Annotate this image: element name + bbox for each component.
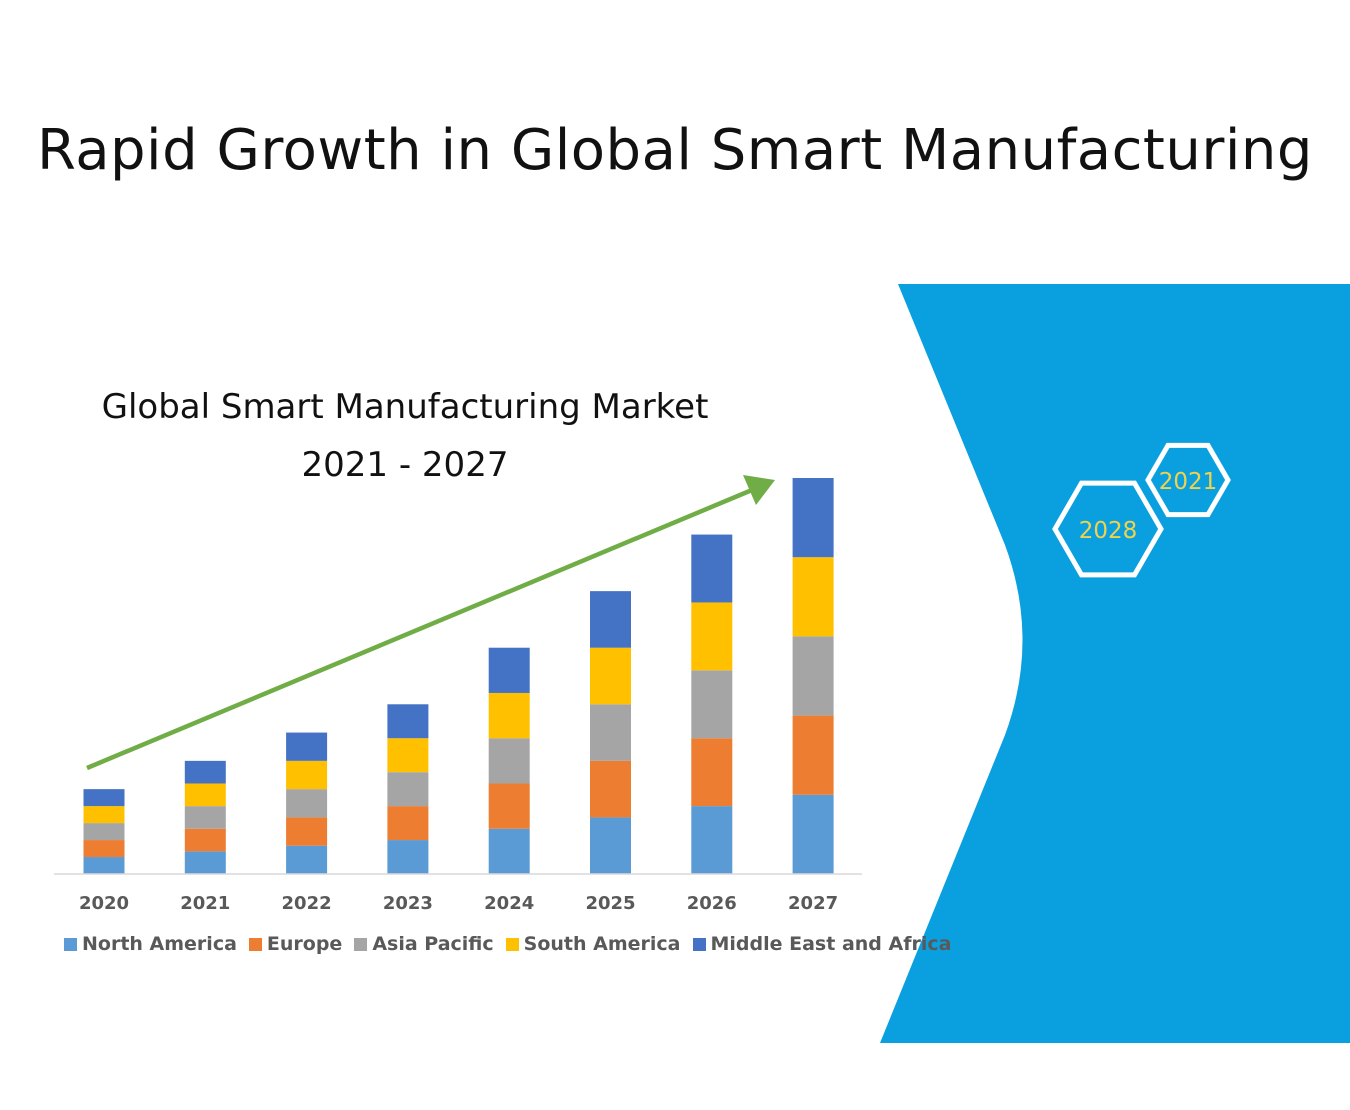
bar-segment-middle-east-and-africa-2021 (184, 760, 226, 784)
bar-segment-europe-2024 (488, 783, 530, 829)
hexagon-badge-2021 (1145, 442, 1231, 518)
legend-item: North America (64, 933, 237, 955)
hexagon-label: 2028 (1079, 518, 1138, 544)
bar-segment-europe-2025 (590, 760, 631, 818)
x-tick-label: 2026 (687, 893, 737, 914)
bar-segment-middle-east-and-africa-2025 (590, 591, 631, 648)
legend-label: Middle East and Africa (710, 933, 952, 955)
page-title: Rapid Growth in Global Smart Manufacturi… (37, 118, 1313, 183)
legend-swatch (64, 937, 77, 951)
chart-title-block: Global Smart Manufacturing Market 2021 -… (60, 378, 750, 494)
bar-segment-south-america-2024 (488, 692, 530, 739)
legend-label: Asia Pacific (372, 933, 494, 955)
legend-swatch (692, 937, 706, 951)
bar-segment-europe-2027 (792, 715, 834, 795)
bar-segment-north-america-2025 (590, 817, 631, 874)
bar-segment-middle-east-and-africa-2026 (691, 534, 733, 603)
bar-segment-middle-east-and-africa-2023 (387, 704, 429, 739)
bar-segment-asia-pacific-2025 (590, 704, 631, 761)
bar-segment-south-america-2020 (83, 806, 125, 824)
bar-segment-middle-east-and-africa-2024 (488, 647, 530, 693)
bar-segment-south-america-2023 (387, 738, 429, 773)
bar-segment-asia-pacific-2024 (488, 738, 530, 784)
bar-segment-asia-pacific-2027 (792, 636, 834, 716)
bar-segment-north-america-2024 (488, 828, 530, 874)
bar-segment-europe-2021 (184, 828, 226, 852)
bar-segment-north-america-2021 (184, 851, 226, 874)
bar-segment-europe-2022 (286, 817, 328, 846)
x-tick-label: 2020 (79, 893, 129, 914)
bar-segment-asia-pacific-2021 (184, 806, 226, 829)
hexagon-badge-2028 (1052, 480, 1164, 578)
bar-segment-middle-east-and-africa-2027 (792, 478, 834, 558)
bar-segment-europe-2020 (83, 840, 125, 858)
legend-swatch (248, 937, 262, 951)
bar-segment-north-america-2023 (387, 840, 429, 874)
legend-item: South America (505, 933, 681, 955)
legend-label: South America (523, 933, 681, 955)
bar-segment-asia-pacific-2023 (387, 772, 429, 807)
bar-segment-europe-2023 (387, 806, 429, 841)
chart-legend: North America Europe Asia Pacific South Ame… (64, 933, 951, 955)
growth-arrow-shaft (86, 487, 753, 771)
x-tick-label: 2024 (484, 893, 534, 914)
bar-segment-south-america-2021 (184, 783, 226, 807)
growth-arrow (86, 475, 775, 771)
legend-swatch (505, 937, 519, 951)
bar-segment-south-america-2025 (590, 647, 631, 705)
bar-segment-north-america-2026 (691, 806, 733, 874)
bar-segment-asia-pacific-2020 (83, 823, 125, 841)
bar-segment-middle-east-and-africa-2020 (83, 789, 125, 807)
bar-segment-asia-pacific-2026 (691, 670, 733, 739)
bar-segment-north-america-2027 (792, 794, 834, 874)
x-tick-label: 2022 (282, 893, 332, 914)
bar-segment-middle-east-and-africa-2022 (286, 732, 328, 761)
blue-panel-shape (880, 284, 1350, 1043)
bar-segment-south-america-2026 (691, 602, 733, 671)
bar-segment-europe-2026 (691, 738, 733, 807)
x-tick-label: 2025 (585, 893, 635, 914)
x-tick-labels: 2020 2021 2022 2023 2024 2025 2026 2027 (79, 893, 838, 914)
bar-group (83, 478, 834, 874)
legend-swatch (354, 937, 368, 951)
growth-arrow-head (743, 475, 775, 505)
legend-item: Asia Pacific (354, 933, 494, 955)
bar-segment-asia-pacific-2022 (286, 789, 328, 818)
x-tick-label: 2021 (180, 893, 230, 914)
bar-segment-south-america-2027 (792, 557, 834, 637)
hexagon-badges: 2021 2028 (1052, 442, 1231, 578)
x-tick-label: 2027 (788, 893, 838, 914)
legend-label: North America (82, 933, 237, 955)
bar-segment-north-america-2020 (83, 857, 125, 874)
bar-segment-north-america-2022 (286, 845, 328, 874)
chart-title: Global Smart Manufacturing Market (101, 387, 709, 427)
chart-subtitle: 2021 - 2027 (301, 445, 509, 485)
x-tick-label: 2023 (383, 893, 433, 914)
legend-label: Europe (266, 933, 343, 955)
legend-item: Europe (248, 933, 343, 955)
bar-segment-south-america-2022 (286, 760, 328, 790)
legend-item: Middle East and Africa (692, 933, 952, 955)
hexagon-label: 2021 (1159, 469, 1218, 495)
